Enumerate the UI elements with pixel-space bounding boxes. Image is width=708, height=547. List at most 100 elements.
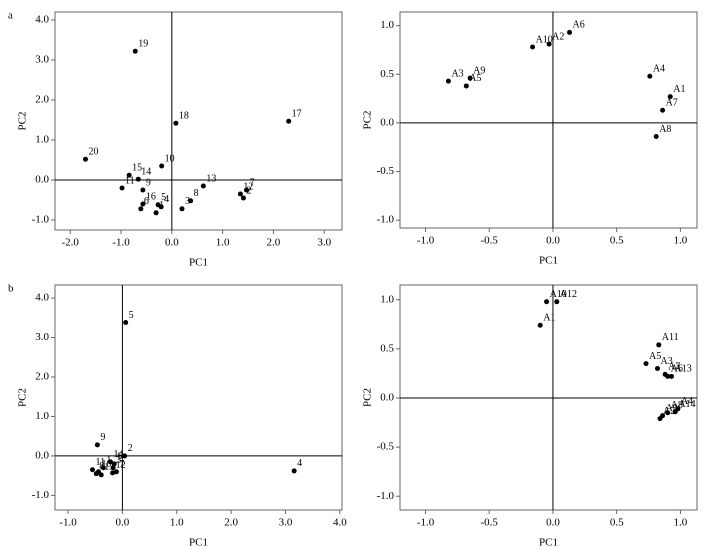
point-label: A4 <box>681 396 693 407</box>
point-label: A10 <box>550 289 567 300</box>
y-tick-label: 4.0 <box>35 292 49 304</box>
y-tick-label: 1.0 <box>380 19 394 31</box>
point-label: 3 <box>116 455 121 466</box>
point <box>100 465 106 471</box>
point-label: 7 <box>119 459 124 470</box>
point <box>554 299 560 305</box>
point-label: 5 <box>161 192 166 203</box>
point <box>113 469 119 475</box>
x-tick-label: -1.0 <box>417 235 435 247</box>
point-label: 9 <box>146 177 151 188</box>
point <box>662 371 668 377</box>
point <box>188 198 194 204</box>
point-label: 6 <box>117 451 122 462</box>
panel-label: a <box>8 10 13 22</box>
point <box>159 163 165 169</box>
point <box>138 206 144 212</box>
panel: -1.0 -0.5 0.0 0.5 1.0 -1.0 -0.5 0.0 0.5 1.0 PC1 PC2… <box>362 284 698 547</box>
point-label: 2 <box>128 443 133 454</box>
y-tick-label: -1.0 <box>377 490 395 502</box>
point <box>98 472 104 478</box>
x-tick-label: 0.5 <box>610 235 624 247</box>
point-label: 11 <box>96 457 106 468</box>
x-tick-label: 0.5 <box>610 517 624 529</box>
x-tick-label: 1.0 <box>674 235 688 247</box>
point-label: 10 <box>101 459 111 470</box>
x-tick-label: 3.0 <box>279 517 293 529</box>
point <box>467 75 473 81</box>
point-label: A3 <box>451 68 463 79</box>
point <box>463 83 469 89</box>
y-tick-label: -1.0 <box>377 214 395 226</box>
point-label: A2 <box>552 31 564 42</box>
point-label: A7 <box>666 98 678 109</box>
point-label: 4 <box>164 194 169 205</box>
panel: a -2.0 -1.0 0.0 1.0 2.0 3.0 -1.0 0.0 1.0 2.0 3.0 4.0… <box>8 10 343 269</box>
point <box>132 48 138 54</box>
point <box>537 322 543 328</box>
point-label: 9 <box>100 432 105 443</box>
point <box>82 156 88 162</box>
y-tick-label: -1.0 <box>32 214 50 226</box>
point <box>119 185 125 191</box>
y-tick-label: 1.0 <box>35 134 49 146</box>
point-label: A11 <box>662 332 679 343</box>
point <box>126 172 132 178</box>
point-label: A1 <box>673 84 685 95</box>
y-tick-label: 0.5 <box>380 68 394 80</box>
point-label: 16 <box>146 191 156 202</box>
point <box>179 206 185 212</box>
point-label: 8 <box>194 188 199 199</box>
point-label: A4 <box>653 64 665 75</box>
x-tick-label: 1.0 <box>674 517 688 529</box>
point <box>155 202 161 208</box>
y-axis-label: PC2 <box>17 388 29 407</box>
x-tick-label: -0.5 <box>481 235 499 247</box>
point <box>665 410 671 416</box>
point-label: A3 <box>660 356 672 367</box>
point-label: 6 <box>144 196 149 207</box>
point-label: A6 <box>573 20 585 31</box>
point-label: A1 <box>543 313 555 324</box>
y-tick-label: 1.0 <box>380 293 394 305</box>
point <box>546 41 552 47</box>
point-label: 12 <box>116 460 126 471</box>
x-tick-label: 0.0 <box>165 237 179 249</box>
point-label: 11 <box>125 175 135 186</box>
point-label: 7 <box>250 177 255 188</box>
y-tick-label: 0.0 <box>35 449 49 461</box>
point <box>173 120 179 126</box>
x-tick-label: -0.5 <box>481 517 499 529</box>
point <box>667 94 673 100</box>
x-axis-label: PC1 <box>539 537 558 547</box>
point <box>654 366 660 372</box>
x-tick-label: 0.0 <box>546 517 560 529</box>
y-tick-label: 0.0 <box>35 174 49 186</box>
x-axis-label: PC1 <box>539 255 558 267</box>
panel-label: b <box>8 283 14 295</box>
point <box>567 29 573 35</box>
y-tick-label: 1.0 <box>35 410 49 422</box>
plot-frame <box>54 284 343 511</box>
point-label: 12 <box>243 181 253 192</box>
point-label: A5 <box>649 351 661 362</box>
point <box>153 210 159 216</box>
y-axis-label: PC2 <box>362 111 374 130</box>
y-tick-label: -0.5 <box>377 441 395 453</box>
x-tick-label: 4.0 <box>333 517 347 529</box>
point-label: 8 <box>99 461 104 472</box>
point <box>244 187 250 193</box>
point-label: 15 <box>132 162 142 173</box>
point <box>110 470 116 476</box>
point-label: A13 <box>675 364 692 375</box>
point-label: A10 <box>536 34 553 45</box>
point-label: A9 <box>666 403 678 414</box>
point <box>660 107 666 113</box>
point <box>140 201 146 207</box>
point-label: A12 <box>560 289 577 300</box>
y-tick-label: 0.0 <box>380 392 394 404</box>
x-axis-label: PC1 <box>189 257 208 269</box>
y-tick-label: -0.5 <box>377 165 395 177</box>
point <box>135 176 141 182</box>
point <box>111 461 117 467</box>
